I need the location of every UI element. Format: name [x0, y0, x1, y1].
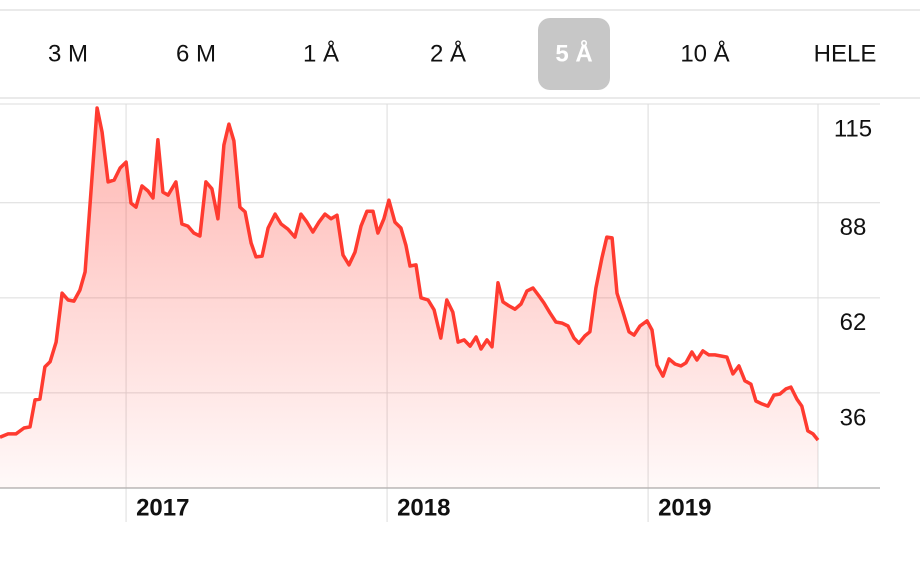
y-tick-label: 62	[840, 309, 867, 336]
range-tab[interactable]: 5 Å	[538, 18, 610, 90]
tab-label: 10 Å	[680, 39, 729, 67]
tab-label: 6 M	[176, 40, 216, 67]
tab-label: 3 M	[48, 40, 88, 67]
x-tick-label: 2017	[136, 494, 189, 521]
tab-label: 1 Å	[303, 39, 339, 67]
tab-label: 2 Å	[430, 39, 466, 67]
y-tick-label: 36	[840, 404, 867, 431]
y-tick-label: 115	[834, 115, 872, 142]
plot	[0, 106, 820, 488]
tab-label: HELE	[814, 40, 877, 67]
selected-tab-bg	[538, 18, 610, 90]
range-tab[interactable]: 6 M	[176, 40, 216, 67]
x-tick-label: 2019	[658, 494, 711, 521]
range-tab[interactable]: 3 M	[48, 40, 88, 67]
x-tick-label: 2018	[397, 494, 450, 521]
range-tab[interactable]: 2 Å	[430, 39, 466, 67]
range-tab[interactable]: 10 Å	[680, 39, 729, 67]
range-tab[interactable]: HELE	[814, 40, 877, 67]
range-tab[interactable]: 1 Å	[303, 39, 339, 67]
tab-label: 5 Å	[555, 39, 592, 67]
y-tick-label: 88	[840, 214, 867, 241]
axis-labels: 115 88 62 36 2017 2018 2019	[136, 115, 872, 521]
range-tabs: 3 M 6 M 1 Å 2 Å 5 Å 10 Å HELE	[48, 18, 876, 90]
price-line	[0, 106, 820, 442]
